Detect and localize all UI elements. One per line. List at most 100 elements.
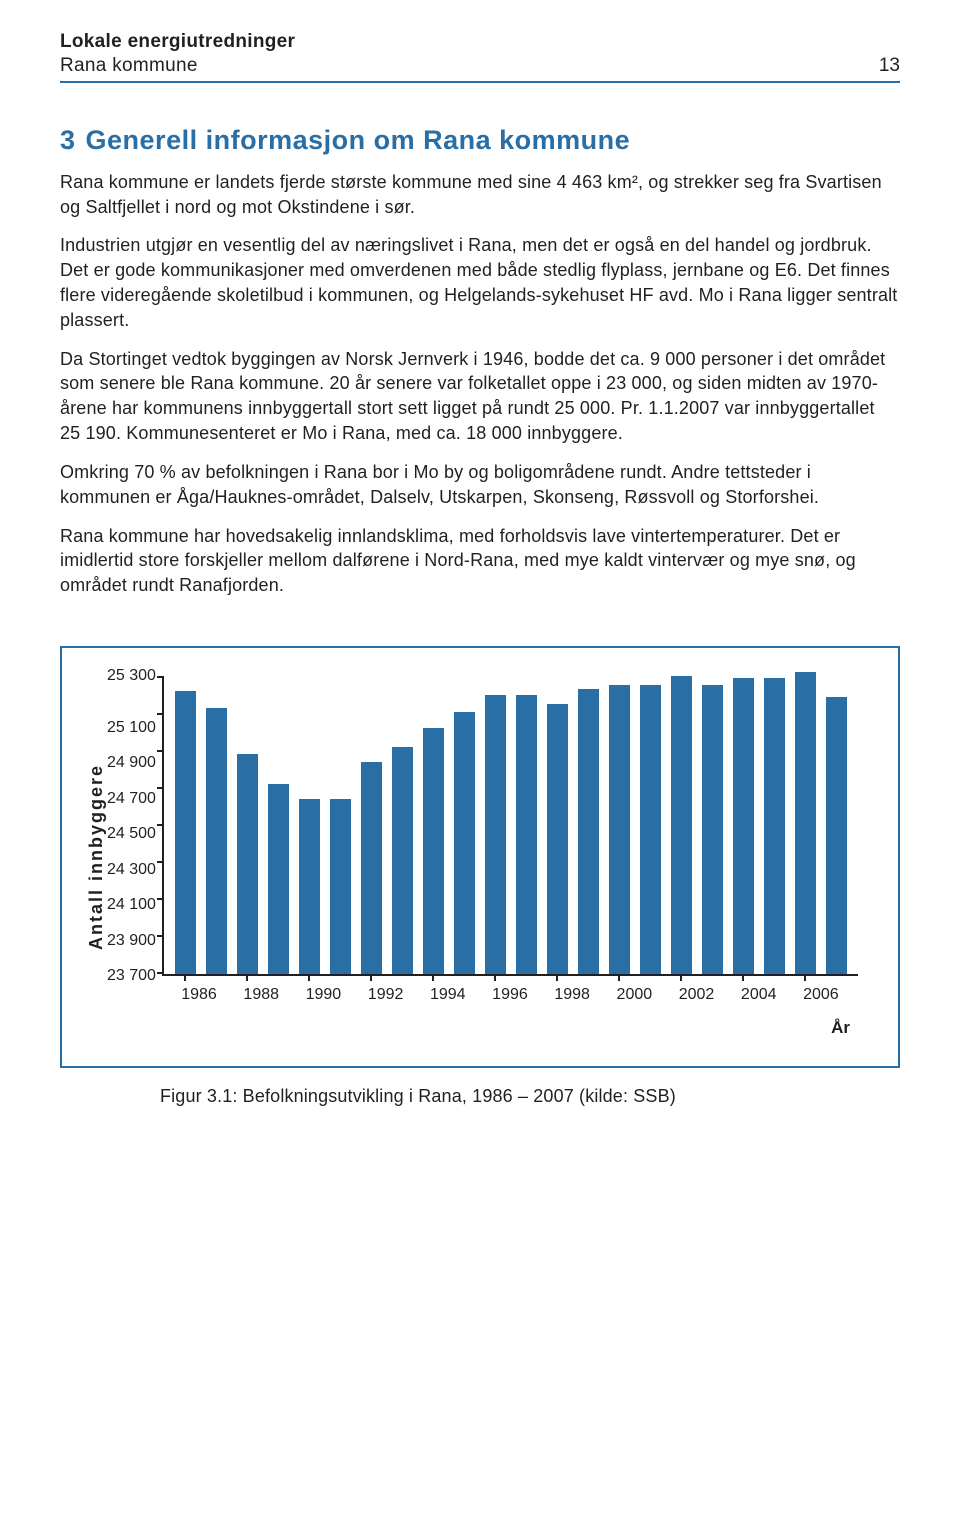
bar-1999 [578, 689, 599, 974]
bar-1996 [485, 695, 506, 974]
x-tick-slot [485, 974, 506, 981]
y-tick-label: 25 100 [107, 720, 156, 736]
x-tick-slot [609, 974, 630, 981]
header-titles: Lokale energiutredninger Rana kommune [60, 30, 295, 77]
y-tick-label: 25 300 [107, 668, 156, 684]
y-tick-mark [157, 972, 164, 974]
bar-1998 [547, 704, 568, 974]
bar-1988 [237, 754, 258, 974]
section-number: 3 [60, 125, 76, 155]
population-chart: Antall innbyggere 25 300 25 100 24 900 24 7… [60, 646, 900, 1068]
paragraph-2: Industrien utgjør en vesentlig del av næ… [60, 233, 900, 332]
x-tick-label: 2004 [733, 986, 785, 1004]
bar-2004 [733, 678, 754, 974]
x-tick-slot [578, 974, 599, 981]
bar-1993 [392, 747, 413, 974]
chart-canvas: Antall innbyggere 25 30025 10024 90024 7… [82, 676, 858, 1038]
x-tick-label: 1996 [484, 986, 536, 1004]
y-tick-marks [157, 676, 164, 974]
bar-2006 [795, 672, 816, 974]
x-axis-title: År [162, 1018, 858, 1038]
document-page: Lokale energiutredninger Rana kommune 13… [0, 0, 960, 1157]
x-tick-label: 1986 [173, 986, 225, 1004]
x-tick-slot [361, 974, 382, 981]
bar-1997 [516, 695, 537, 974]
y-tick-label: 24 700 [107, 791, 156, 807]
x-tick-mark [618, 974, 620, 981]
y-axis-ticks: 25 30025 10024 90024 70024 50024 30024 1… [107, 676, 156, 976]
x-tick-label: 2002 [670, 986, 722, 1004]
page-number: 13 [879, 55, 900, 77]
x-tick-slot [640, 974, 661, 981]
x-tick-slot [392, 974, 413, 981]
x-tick-mark [680, 974, 682, 981]
bar-2001 [640, 685, 661, 974]
y-tick-label: 23 900 [107, 933, 156, 949]
paragraph-4: Omkring 70 % av befolkningen i Rana bor … [60, 460, 900, 510]
y-tick-label: 24 300 [107, 862, 156, 878]
x-tick-mark [742, 974, 744, 981]
x-tick-slot [175, 974, 196, 981]
bar-1992 [361, 762, 382, 974]
x-tick-label: 1988 [235, 986, 287, 1004]
y-tick-mark [157, 750, 164, 752]
x-tick-mark [432, 974, 434, 981]
doc-subtitle: Rana kommune [60, 55, 295, 77]
paragraph-3: Da Stortinget vedtok byggingen av Norsk … [60, 347, 900, 446]
bar-2007 [826, 697, 847, 975]
x-tick-marks [164, 974, 858, 981]
plot-column: 1986198819901992199419961998200020022004… [162, 676, 858, 1038]
y-tick-mark [157, 861, 164, 863]
chart-caption: Figur 3.1: Befolkningsutvikling i Rana, … [160, 1086, 900, 1107]
y-tick-label: 24 100 [107, 897, 156, 913]
x-tick-mark [246, 974, 248, 981]
x-tick-slot [764, 974, 785, 981]
y-tick-mark [157, 787, 164, 789]
section-title: Generell informasjon om Rana kommune [86, 125, 631, 155]
doc-title: Lokale energiutredninger [60, 30, 295, 55]
x-tick-slot [206, 974, 227, 981]
x-tick-slot [826, 974, 847, 981]
x-tick-slot [454, 974, 475, 981]
x-tick-mark [494, 974, 496, 981]
y-tick-label: 24 500 [107, 826, 156, 842]
x-tick-slot [299, 974, 320, 981]
y-tick-label: 23 700 [107, 968, 156, 984]
x-tick-slot [330, 974, 351, 981]
x-tick-slot [268, 974, 289, 981]
y-tick-mark [157, 898, 164, 900]
x-tick-slot [733, 974, 754, 981]
plot-area [162, 676, 858, 976]
x-tick-mark [308, 974, 310, 981]
x-tick-slot [671, 974, 692, 981]
bar-2005 [764, 678, 785, 974]
bar-1986 [175, 691, 196, 974]
section-heading: 3 Generell informasjon om Rana kommune [60, 125, 900, 156]
bar-1987 [206, 708, 227, 974]
x-tick-slot [702, 974, 723, 981]
x-tick-label: 1990 [297, 986, 349, 1004]
paragraph-5: Rana kommune har hovedsakelig innlandskl… [60, 524, 900, 598]
x-tick-mark [184, 974, 186, 981]
x-tick-slot [547, 974, 568, 981]
y-axis-title: Antall innbyggere [82, 676, 107, 1038]
y-tick-label: 24 900 [107, 755, 156, 771]
paragraph-1: Rana kommune er landets fjerde største k… [60, 170, 900, 220]
x-tick-mark [804, 974, 806, 981]
bars-container [164, 676, 858, 974]
x-tick-label: 1994 [422, 986, 474, 1004]
x-tick-mark [556, 974, 558, 981]
bar-1994 [423, 728, 444, 974]
x-tick-label: 2006 [795, 986, 847, 1004]
bar-1991 [330, 799, 351, 974]
bar-2000 [609, 685, 630, 974]
x-tick-mark [370, 974, 372, 981]
bar-1995 [454, 712, 475, 975]
x-tick-slot [423, 974, 444, 981]
y-tick-mark [157, 676, 164, 678]
page-header: Lokale energiutredninger Rana kommune 13 [60, 30, 900, 83]
y-tick-mark [157, 713, 164, 715]
bar-2002 [671, 676, 692, 974]
x-tick-slot [237, 974, 258, 981]
x-tick-label: 1998 [546, 986, 598, 1004]
